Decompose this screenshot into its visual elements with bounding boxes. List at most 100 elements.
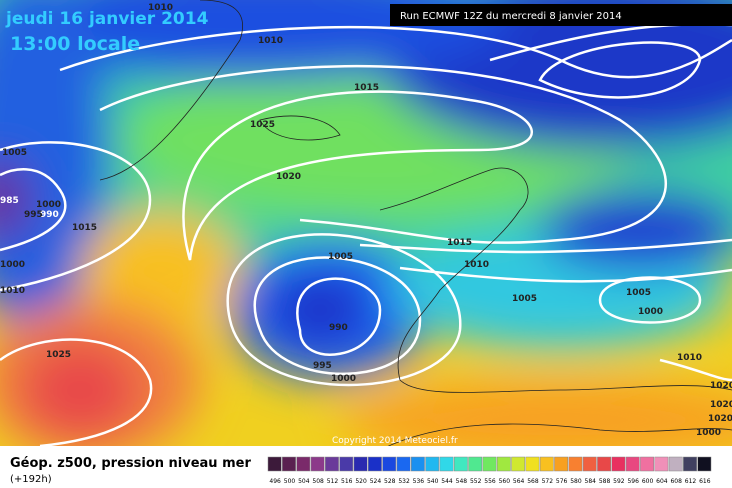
legend-swatch: [353, 456, 368, 472]
legend-tick-label: 576: [556, 478, 568, 485]
footer-title: Géop. z500, pression niveau mer: [10, 456, 251, 471]
isobar-label: 1005: [328, 252, 353, 262]
isobar-label: 1020: [708, 414, 732, 424]
legend-tick-label: 592: [613, 478, 625, 485]
legend-swatch: [425, 456, 440, 472]
isobar-label: 1010: [0, 286, 25, 296]
isobar-label: 1015: [72, 223, 97, 233]
isobar-label: 990: [40, 210, 59, 220]
isobar-label: 985: [0, 196, 19, 206]
date: jeudi 16 janvier 2014: [5, 9, 209, 29]
isobar-label: 1005: [626, 288, 651, 298]
isobar-label: 1000: [696, 428, 721, 438]
legend-tick-label: 556: [484, 478, 496, 485]
isobar-label: 1000: [331, 374, 356, 384]
isobar-label: 1015: [447, 238, 472, 248]
isobar-label: 990: [329, 323, 348, 333]
lead-time: (+192h): [10, 474, 52, 485]
isobar-label: 1010: [677, 353, 702, 363]
legend-tick-label: 516: [341, 478, 353, 485]
isobar-label: 1025: [46, 350, 71, 360]
legend-swatch: [582, 456, 597, 472]
legend-tick-label: 512: [327, 478, 339, 485]
legend-swatch: [282, 456, 296, 472]
isobar-label: 1005: [2, 148, 27, 158]
legend-tick-label: 616: [699, 478, 711, 485]
legend-tick-label: 600: [642, 478, 654, 485]
isobars: [0, 22, 732, 448]
legend-tick-label: 604: [656, 478, 668, 485]
legend-tick-label: 532: [398, 478, 410, 485]
legend-tick-label: 496: [269, 478, 281, 485]
legend-tick-label: 500: [284, 478, 296, 485]
legend-swatch: [339, 456, 354, 472]
legend-swatch: [325, 456, 339, 472]
isobar-label: 1000: [36, 200, 61, 210]
legend-swatch: [568, 456, 583, 472]
legend-tick-label: 612: [685, 478, 697, 485]
legend-tick-label: 560: [499, 478, 511, 485]
legend-tick-label: 548: [456, 478, 468, 485]
isobar-label: 1010: [148, 3, 173, 13]
isobar-label: 1000: [638, 307, 663, 317]
legend-swatch: [296, 456, 311, 472]
legend-tick-label: 540: [427, 478, 439, 485]
legend-swatch: [697, 456, 712, 472]
legend-swatch: [267, 456, 282, 472]
coastlines: [99, 0, 732, 451]
isobar-label: 1020: [276, 172, 301, 182]
legend-swatch: [611, 456, 626, 472]
legend-swatch: [482, 456, 497, 472]
time: 13:00 locale: [10, 33, 140, 55]
legend-tick-label: 588: [599, 478, 611, 485]
legend-swatch: [468, 456, 483, 472]
legend-tick-label: 608: [670, 478, 682, 485]
legend-swatch: [597, 456, 611, 472]
isobar-label: 995: [24, 210, 43, 220]
legend-tick-label: 544: [441, 478, 453, 485]
legend-swatch: [496, 456, 511, 472]
isobar-label: 1000: [0, 260, 25, 270]
legend-swatch: [539, 456, 554, 472]
run-banner: [390, 4, 732, 26]
isobar-label: 1025: [250, 120, 275, 130]
copyright: Copyright 2014 Meteociel.fr: [332, 436, 458, 446]
run-info: Run ECMWF 12Z du mercredi 8 janvier 2014: [400, 11, 622, 22]
legend-tick-label: 596: [627, 478, 639, 485]
isobar-label: 1010: [258, 36, 283, 46]
legend-swatch: [668, 456, 683, 472]
legend-swatch: [554, 456, 569, 472]
legend-swatch: [683, 456, 697, 472]
legend-tick-label: 552: [470, 478, 482, 485]
isobar-label: 1020: [710, 400, 732, 410]
legend-swatch: [368, 456, 382, 472]
legend-tick-label: 504: [298, 478, 310, 485]
color-legend: 496 500 504 508 512 516 520 524 528 532 536 540 544 5…: [267, 456, 712, 485]
legend-tick-label: 568: [527, 478, 539, 485]
legend-tick-label: 584: [585, 478, 597, 485]
legend-tick-label: 564: [513, 478, 525, 485]
isobar-label: 1015: [354, 83, 379, 93]
isobar-label: 995: [313, 361, 332, 371]
legend-swatch: [410, 456, 425, 472]
legend-swatch: [439, 456, 454, 472]
legend-tick-label: 508: [312, 478, 324, 485]
legend-swatch: [625, 456, 640, 472]
field: [0, 0, 732, 460]
legend-swatch: [654, 456, 669, 472]
legend-swatch: [396, 456, 411, 472]
legend-swatch: [382, 456, 397, 472]
legend-swatch: [640, 456, 654, 472]
legend-tick-label: 528: [384, 478, 396, 485]
isobar-label: 1010: [464, 260, 489, 270]
legend-tick-label: 580: [570, 478, 582, 485]
isobar-label: 1020: [710, 381, 732, 391]
isobar-label: 1005: [512, 294, 537, 304]
legend-tick-label: 572: [542, 478, 554, 485]
legend-swatch: [453, 456, 468, 472]
legend-tick-label: 520: [355, 478, 367, 485]
legend-swatch: [525, 456, 540, 472]
